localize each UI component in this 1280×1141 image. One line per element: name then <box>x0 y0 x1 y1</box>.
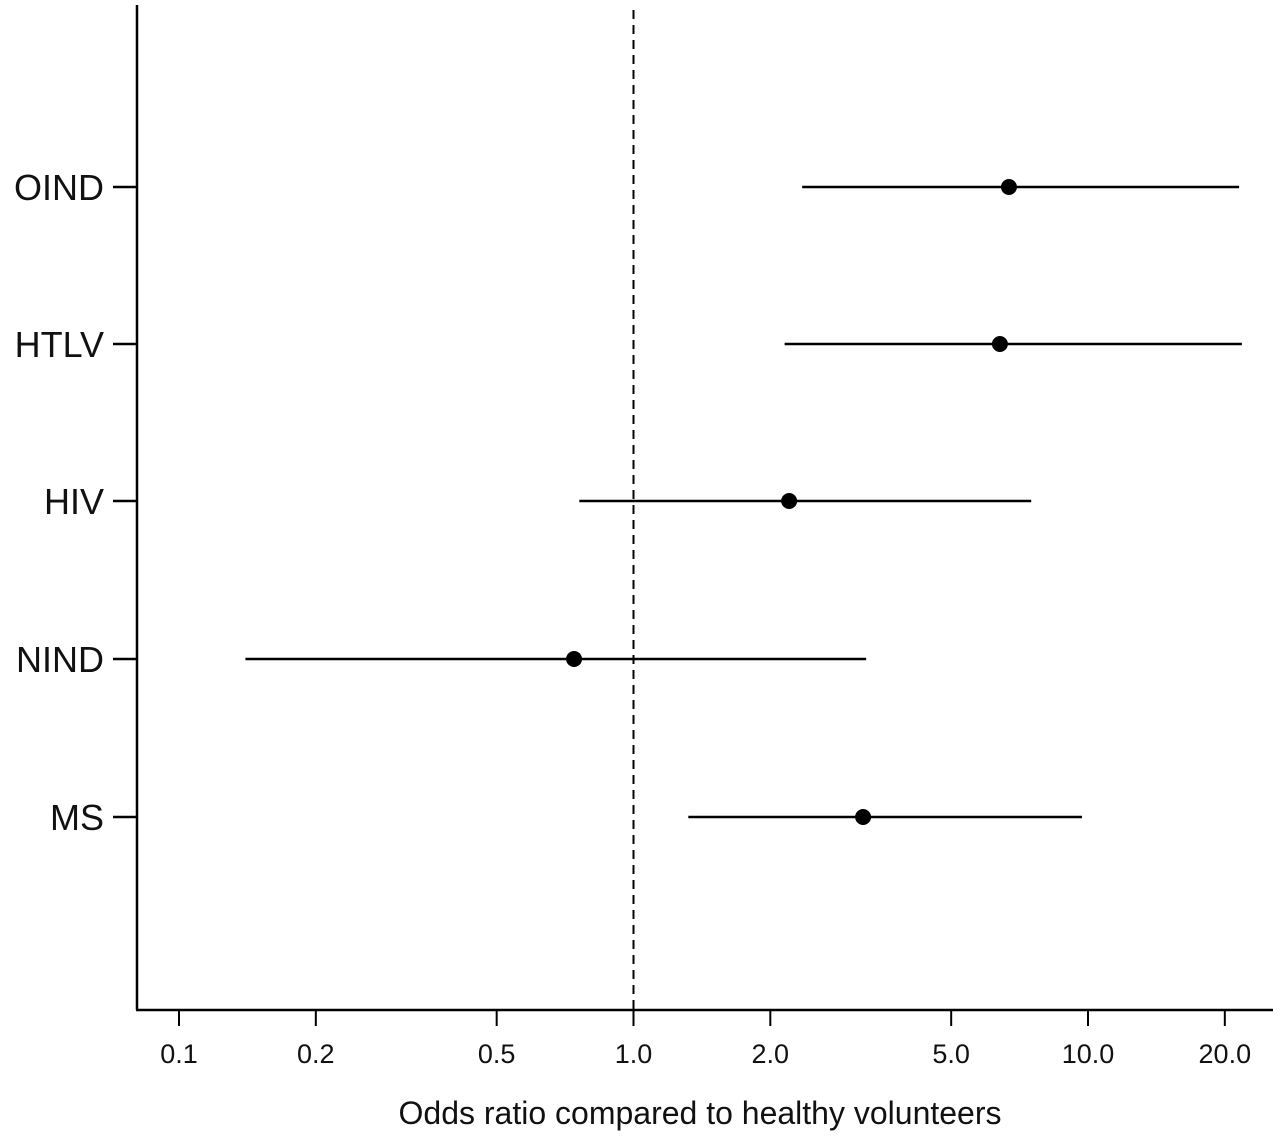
x-tick-label: 0.1 <box>160 1039 198 1069</box>
x-tick-label: 0.2 <box>297 1039 335 1069</box>
x-axis-title: Odds ratio compared to healthy volunteer… <box>399 1095 1002 1131</box>
estimate-point <box>781 493 798 509</box>
x-tick-label: 5.0 <box>932 1039 970 1069</box>
x-tick-label: 20.0 <box>1199 1039 1252 1069</box>
x-tick-label: 1.0 <box>615 1039 653 1069</box>
x-tick-label: 0.5 <box>478 1039 516 1069</box>
estimate-point <box>566 651 583 667</box>
category-label: NIND <box>16 639 104 680</box>
x-tick-label: 10.0 <box>1062 1039 1115 1069</box>
category-label: OIND <box>14 167 104 208</box>
category-label: HIV <box>44 481 104 522</box>
estimate-point <box>991 336 1008 352</box>
category-label: HTLV <box>15 324 104 365</box>
estimate-point <box>1000 179 1017 195</box>
estimate-point <box>855 809 872 825</box>
category-label: MS <box>50 797 104 838</box>
x-tick-label: 2.0 <box>752 1039 790 1069</box>
